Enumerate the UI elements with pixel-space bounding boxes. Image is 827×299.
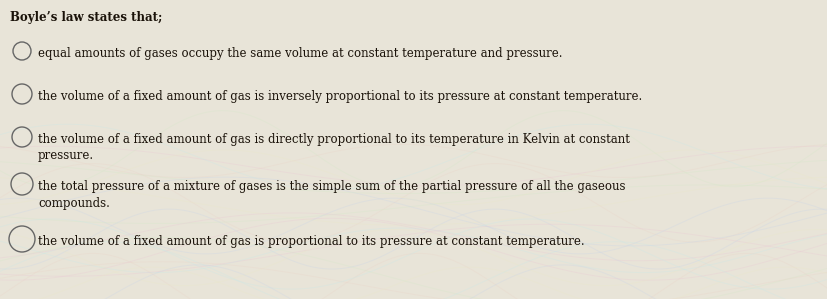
Text: the total pressure of a mixture of gases is the simple sum of the partial pressu: the total pressure of a mixture of gases… [38, 180, 624, 210]
Text: Boyle’s law states that;: Boyle’s law states that; [10, 11, 162, 24]
Text: equal amounts of gases occupy the same volume at constant temperature and pressu: equal amounts of gases occupy the same v… [38, 47, 562, 60]
Text: the volume of a fixed amount of gas is inversely proportional to its pressure at: the volume of a fixed amount of gas is i… [38, 90, 642, 103]
Text: the volume of a fixed amount of gas is directly proportional to its temperature : the volume of a fixed amount of gas is d… [38, 133, 629, 162]
Text: the volume of a fixed amount of gas is proportional to its pressure at constant : the volume of a fixed amount of gas is p… [38, 235, 584, 248]
